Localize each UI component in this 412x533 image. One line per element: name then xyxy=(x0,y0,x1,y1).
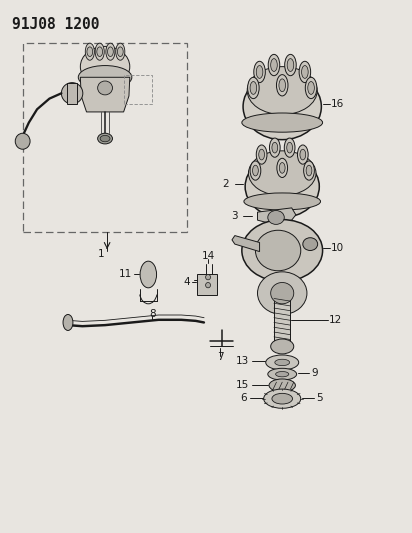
Ellipse shape xyxy=(98,81,112,95)
Ellipse shape xyxy=(256,66,263,78)
Ellipse shape xyxy=(248,77,259,99)
Ellipse shape xyxy=(266,355,299,370)
Ellipse shape xyxy=(259,149,265,160)
Ellipse shape xyxy=(250,82,257,94)
Ellipse shape xyxy=(297,145,308,164)
Ellipse shape xyxy=(272,142,278,153)
Ellipse shape xyxy=(250,161,261,180)
Text: 11: 11 xyxy=(119,270,132,279)
Ellipse shape xyxy=(242,220,323,281)
Ellipse shape xyxy=(277,158,288,177)
Ellipse shape xyxy=(276,75,288,96)
Ellipse shape xyxy=(255,230,301,271)
Ellipse shape xyxy=(87,47,93,56)
Ellipse shape xyxy=(243,74,321,140)
Text: 5: 5 xyxy=(316,393,323,402)
Ellipse shape xyxy=(256,145,267,164)
Ellipse shape xyxy=(140,261,157,288)
Ellipse shape xyxy=(247,67,317,115)
Ellipse shape xyxy=(285,54,296,76)
Ellipse shape xyxy=(272,393,293,404)
Text: 12: 12 xyxy=(329,315,342,325)
Ellipse shape xyxy=(264,389,301,408)
Ellipse shape xyxy=(271,59,277,71)
Ellipse shape xyxy=(80,46,130,87)
Ellipse shape xyxy=(108,47,113,56)
Text: 2: 2 xyxy=(222,179,229,189)
Ellipse shape xyxy=(15,133,30,149)
Ellipse shape xyxy=(100,135,110,142)
Text: 8: 8 xyxy=(149,310,156,319)
Text: 14: 14 xyxy=(201,251,215,261)
Ellipse shape xyxy=(61,83,83,104)
Ellipse shape xyxy=(279,163,285,173)
Ellipse shape xyxy=(299,61,311,83)
Text: 6: 6 xyxy=(241,393,247,402)
Bar xyxy=(23,43,187,232)
Ellipse shape xyxy=(253,165,258,176)
Ellipse shape xyxy=(206,274,211,280)
Text: 3: 3 xyxy=(232,212,238,221)
Polygon shape xyxy=(80,77,130,112)
Ellipse shape xyxy=(117,47,123,56)
Ellipse shape xyxy=(85,43,94,60)
Ellipse shape xyxy=(97,47,103,56)
Ellipse shape xyxy=(268,211,284,224)
Bar xyxy=(67,83,77,104)
Text: 15: 15 xyxy=(236,380,249,390)
Ellipse shape xyxy=(242,113,323,132)
Ellipse shape xyxy=(303,238,318,251)
Ellipse shape xyxy=(245,156,319,217)
Ellipse shape xyxy=(284,138,295,157)
Ellipse shape xyxy=(271,282,294,304)
Ellipse shape xyxy=(106,43,115,60)
Text: 13: 13 xyxy=(236,357,249,366)
Ellipse shape xyxy=(306,165,312,176)
Text: 4: 4 xyxy=(184,278,190,287)
Ellipse shape xyxy=(116,43,125,60)
Ellipse shape xyxy=(271,339,294,354)
Bar xyxy=(124,75,152,104)
Ellipse shape xyxy=(279,79,286,92)
Ellipse shape xyxy=(63,314,73,330)
Ellipse shape xyxy=(98,133,112,144)
Ellipse shape xyxy=(244,193,321,210)
Ellipse shape xyxy=(269,138,280,157)
Ellipse shape xyxy=(269,379,295,392)
Text: 16: 16 xyxy=(331,99,344,109)
Ellipse shape xyxy=(268,368,297,380)
Ellipse shape xyxy=(287,59,294,71)
Ellipse shape xyxy=(305,77,317,99)
Text: 91J08 1200: 91J08 1200 xyxy=(12,17,100,32)
Polygon shape xyxy=(232,236,260,252)
Ellipse shape xyxy=(304,161,314,180)
Ellipse shape xyxy=(95,43,104,60)
Polygon shape xyxy=(258,208,296,224)
Text: 1: 1 xyxy=(98,249,104,259)
Ellipse shape xyxy=(268,54,280,76)
Ellipse shape xyxy=(78,66,132,89)
Ellipse shape xyxy=(275,359,290,366)
Ellipse shape xyxy=(300,149,306,160)
Ellipse shape xyxy=(302,66,308,78)
Text: 9: 9 xyxy=(311,368,318,378)
Text: 7: 7 xyxy=(217,352,224,362)
Text: 10: 10 xyxy=(331,243,344,253)
Ellipse shape xyxy=(254,61,265,83)
Ellipse shape xyxy=(308,82,314,94)
Bar xyxy=(197,274,217,295)
Ellipse shape xyxy=(248,151,316,196)
Ellipse shape xyxy=(276,372,289,377)
Ellipse shape xyxy=(206,282,211,288)
Ellipse shape xyxy=(287,142,293,153)
Bar xyxy=(274,293,290,344)
Ellipse shape xyxy=(258,272,307,314)
